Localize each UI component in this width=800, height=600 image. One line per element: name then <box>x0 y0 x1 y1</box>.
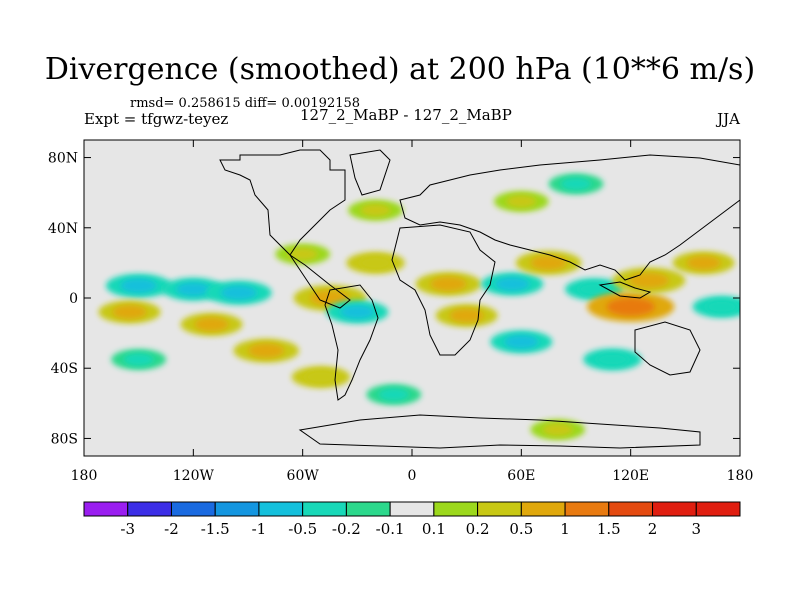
field-blob-core <box>123 353 154 366</box>
colorbar-box <box>170 501 216 517</box>
field-blob-core <box>506 195 537 208</box>
colorbar-box <box>564 501 610 517</box>
field-blob-core <box>430 276 467 292</box>
field-layer <box>98 173 740 441</box>
colorbar-box <box>83 501 129 517</box>
x-tick-label: 120W <box>173 468 215 484</box>
field-blob-core <box>120 278 157 293</box>
x-tick-label: 60E <box>507 468 535 484</box>
x-tick-label: 0 <box>408 468 417 484</box>
x-tick-label: 120E <box>612 468 649 484</box>
field-blob-core <box>176 282 211 297</box>
x-tick-label: 180 <box>71 468 98 484</box>
y-tick-label: 80S <box>51 431 78 447</box>
coastline-eurasia <box>399 154 740 281</box>
colorbar-label: 1 <box>560 520 570 538</box>
field-blob-core <box>304 370 337 384</box>
x-axis: 180 120W 60W 0 60E 120E 180 <box>71 140 754 484</box>
coastline-south-america <box>324 284 379 401</box>
x-tick-label: 60W <box>287 468 320 484</box>
colorbar-label: -0.2 <box>332 520 361 538</box>
field-blob-core <box>606 297 655 316</box>
colorbar-label: 1.5 <box>597 520 621 538</box>
y-tick-label: 40S <box>51 361 78 377</box>
colorbar-box <box>302 501 347 517</box>
colorbar-label: -1.5 <box>201 520 230 538</box>
colorbar-box <box>652 501 697 517</box>
colorbar-label: -3 <box>120 520 135 538</box>
colorbar-box <box>127 501 172 517</box>
coastline-greenland <box>349 149 391 196</box>
field-blob-core <box>542 423 573 436</box>
colorbar-box <box>520 501 566 517</box>
colorbar: -3 -2 -1.5 -1 -0.5 -0.2 -0.1 0.1 0.2 0.5 1 1.5 2 3 <box>83 501 741 538</box>
field-blob-core <box>449 308 484 323</box>
field-blob-core <box>220 285 257 300</box>
colorbar-label: 3 <box>691 520 701 538</box>
coastline-australia <box>634 321 701 376</box>
field-blob-core <box>248 343 285 358</box>
experiment-label: Expt = tfgwz-teyez <box>84 110 229 128</box>
colorbar-label: -2 <box>164 520 179 538</box>
stats-line: rmsd= 0.258615 diff= 0.00192158 <box>130 96 361 111</box>
field-blob-core <box>359 256 392 270</box>
colorbar-label: 2 <box>648 520 658 538</box>
field-blob-core <box>112 305 147 319</box>
field-blob-core <box>686 255 721 270</box>
y-tick-label: 0 <box>69 291 78 307</box>
field-blob-core <box>287 247 318 261</box>
field-blob-core <box>705 300 738 314</box>
x-tick-label: 180 <box>727 468 754 484</box>
colorbar-label: -0.1 <box>376 520 405 538</box>
coastline-layer <box>219 149 740 449</box>
field-blob-core <box>309 290 351 306</box>
colorbar-label: 0.1 <box>422 520 446 538</box>
y-tick-label: 80N <box>48 151 78 167</box>
colorbar-box <box>389 501 435 517</box>
field-blob-core <box>560 177 592 191</box>
colorbar-box <box>477 501 522 517</box>
colorbar-label: -0.5 <box>288 520 317 538</box>
colorbar-label: -1 <box>252 520 267 538</box>
field-blob-core <box>340 305 375 319</box>
colorbar-box <box>258 501 304 517</box>
colorbar-label: 0.2 <box>466 520 490 538</box>
field-blob-core <box>194 317 229 332</box>
field-blob-core <box>504 334 539 349</box>
colorbar-box <box>433 501 479 517</box>
field-blob-core <box>628 272 669 289</box>
colorbar-label: 0.5 <box>509 520 533 538</box>
coastline-indonesia <box>598 281 652 299</box>
field-blob-core <box>360 203 391 217</box>
coastline-north-america <box>219 149 351 309</box>
coastline-africa <box>391 224 496 356</box>
season-label: JJA <box>717 110 740 128</box>
y-tick-label: 40N <box>48 221 78 237</box>
y-axis: 80N 40N 0 40S 80S <box>48 151 740 447</box>
colorbar-box <box>608 501 654 517</box>
field-blob-core <box>495 277 530 291</box>
coastline-antarctica <box>298 414 701 449</box>
field-blob-core <box>378 388 409 401</box>
case-label: 127_2_MaBP - 127_2_MaBP <box>300 106 512 124</box>
colorbar-box <box>345 501 391 517</box>
colorbar-box <box>214 501 260 517</box>
chart-title: Divergence (smoothed) at 200 hPa (10**6 … <box>44 52 756 87</box>
field-blob-core <box>596 352 629 367</box>
field-blob-core <box>530 255 567 271</box>
colorbar-box <box>695 501 741 517</box>
